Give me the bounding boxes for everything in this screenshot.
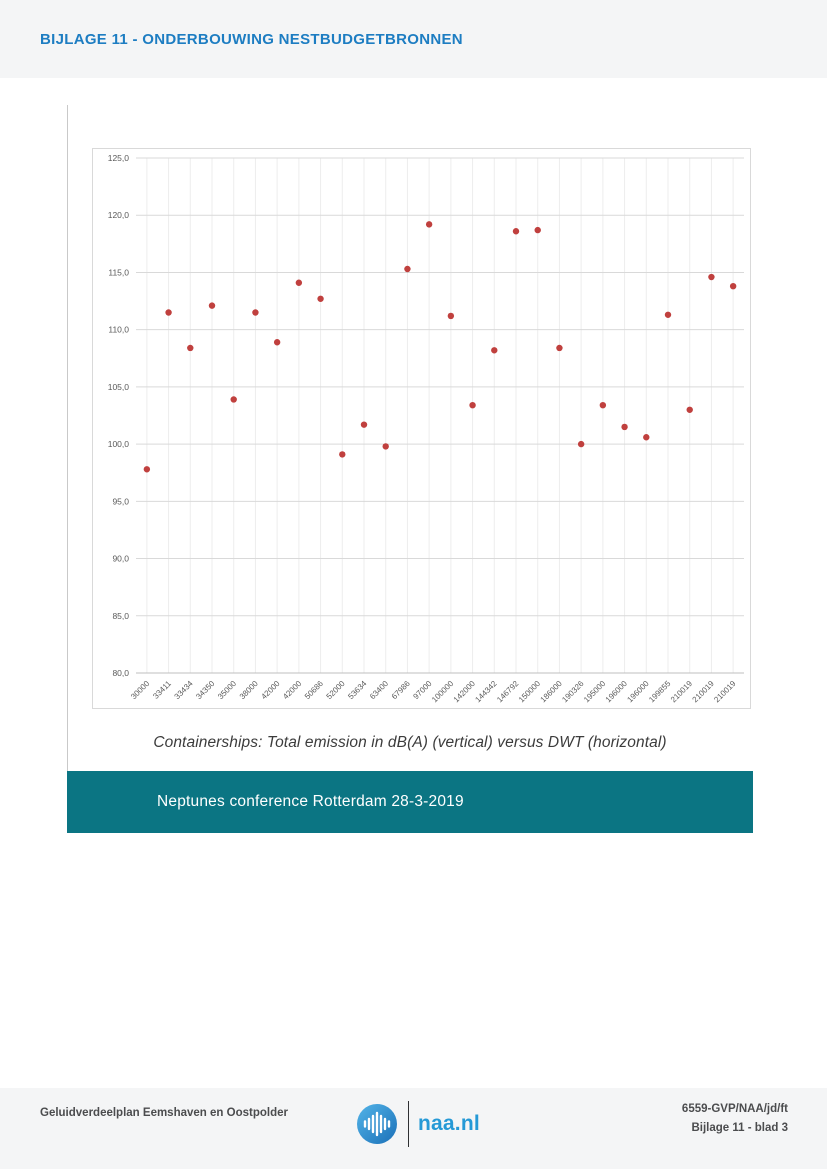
svg-text:100000: 100000 bbox=[430, 679, 456, 705]
svg-text:67986: 67986 bbox=[390, 679, 412, 701]
svg-text:115,0: 115,0 bbox=[108, 267, 129, 277]
svg-text:105,0: 105,0 bbox=[108, 382, 130, 392]
svg-text:42000: 42000 bbox=[281, 679, 303, 701]
svg-text:195000: 195000 bbox=[582, 679, 608, 705]
svg-text:190326: 190326 bbox=[560, 679, 586, 705]
svg-text:52000: 52000 bbox=[325, 679, 347, 701]
chart-caption: Containerships: Total emission in dB(A) … bbox=[153, 734, 667, 751]
svg-text:120,0: 120,0 bbox=[108, 210, 130, 220]
svg-text:199855: 199855 bbox=[647, 679, 673, 705]
sound-wave-circle-icon bbox=[357, 1104, 397, 1144]
logo-divider bbox=[408, 1101, 409, 1147]
svg-text:210019: 210019 bbox=[712, 679, 738, 705]
svg-text:196000: 196000 bbox=[604, 679, 630, 705]
svg-text:90,0: 90,0 bbox=[112, 554, 129, 564]
svg-text:144342: 144342 bbox=[473, 679, 499, 705]
header-band: BIJLAGE 11 - ONDERBOUWING NESTBUDGETBRON… bbox=[0, 0, 827, 78]
conference-banner-text: Neptunes conference Rotterdam 28-3-2019 bbox=[157, 793, 464, 810]
svg-text:35000: 35000 bbox=[216, 679, 238, 701]
svg-text:100,0: 100,0 bbox=[108, 439, 130, 449]
svg-text:50686: 50686 bbox=[303, 679, 325, 701]
footer-logo: naa.nl bbox=[356, 1101, 480, 1147]
svg-text:34350: 34350 bbox=[194, 679, 216, 701]
svg-text:125,0: 125,0 bbox=[108, 153, 130, 163]
svg-text:53634: 53634 bbox=[346, 679, 368, 701]
svg-text:150000: 150000 bbox=[517, 679, 543, 705]
svg-text:146792: 146792 bbox=[495, 679, 521, 705]
svg-text:33411: 33411 bbox=[151, 679, 173, 701]
svg-text:95,0: 95,0 bbox=[112, 496, 129, 506]
svg-text:63400: 63400 bbox=[368, 679, 390, 701]
document-reference: 6559-GVP/NAA/jd/ft bbox=[681, 1103, 788, 1115]
footer: Geluidverdeelplan Eemshaven en Oostpolde… bbox=[0, 1088, 827, 1169]
svg-text:186000: 186000 bbox=[539, 679, 565, 705]
svg-text:80,0: 80,0 bbox=[112, 668, 129, 678]
svg-text:30000: 30000 bbox=[129, 679, 151, 701]
svg-text:210019: 210019 bbox=[691, 679, 717, 705]
svg-text:33434: 33434 bbox=[173, 679, 195, 701]
scatter-chart: 125,0 120,0 115,0 110,0 105,0 100,0 95,0 90,0 85… bbox=[92, 148, 751, 709]
svg-text:142000: 142000 bbox=[452, 679, 478, 705]
svg-text:196000: 196000 bbox=[625, 679, 651, 705]
footer-right-text: 6559-GVP/NAA/jd/ft Bijlage 11 - blad 3 bbox=[682, 1100, 788, 1138]
embedded-figure: 125,0 120,0 115,0 110,0 105,0 100,0 95,0 90,0 85… bbox=[67, 105, 753, 833]
footer-left-text: Geluidverdeelplan Eemshaven en Oostpolde… bbox=[40, 1107, 288, 1119]
figure-left-border bbox=[67, 105, 68, 771]
svg-text:210019: 210019 bbox=[669, 679, 695, 705]
conference-banner: Neptunes conference Rotterdam 28-3-2019 bbox=[67, 771, 753, 833]
svg-text:42000: 42000 bbox=[259, 679, 281, 701]
svg-text:110,0: 110,0 bbox=[108, 325, 129, 335]
page-reference: Bijlage 11 - blad 3 bbox=[691, 1122, 788, 1134]
logo-wordmark: naa.nl bbox=[418, 1112, 480, 1135]
svg-text:38000: 38000 bbox=[238, 679, 260, 701]
svg-text:85,0: 85,0 bbox=[112, 611, 129, 621]
appendix-title: BIJLAGE 11 - ONDERBOUWING NESTBUDGETBRON… bbox=[40, 31, 463, 48]
